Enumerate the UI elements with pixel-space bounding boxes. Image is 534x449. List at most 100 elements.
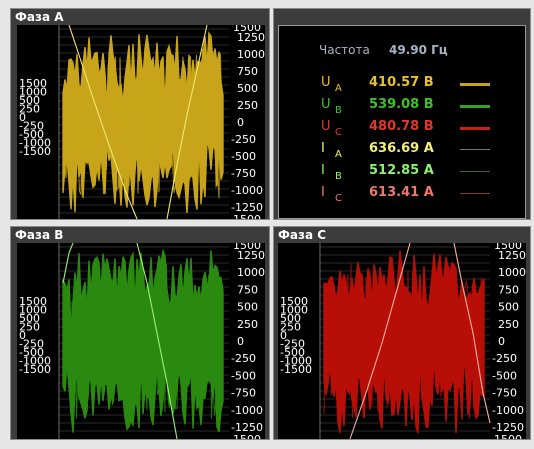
axis-tick-label: -750 xyxy=(231,387,256,400)
left-tick-label: -250 xyxy=(280,338,305,351)
axis-tick-label: 750 xyxy=(237,65,258,78)
left-tick-label: 1500 xyxy=(280,295,308,308)
axis-tick-label: -750 xyxy=(492,387,517,400)
phase-a-waveform: 1500125010007505002500-250-500-750-1000-… xyxy=(19,25,265,219)
axis-tick-label: 500 xyxy=(237,301,258,314)
phase-c-title: Фаза C xyxy=(278,228,327,242)
left-tick-label: 0 xyxy=(19,111,26,124)
measurement-symbol: U xyxy=(321,75,331,90)
legend-line xyxy=(460,83,490,86)
left-tick-label: 250 xyxy=(19,321,40,334)
phase-a-plot: 1500 1250 1000 750 500 250 0 -250 -500 -750 -1000-… xyxy=(17,25,265,219)
axis-tick-label: 250 xyxy=(237,99,258,112)
axis-tick-label: 1000 xyxy=(237,48,265,61)
phase-b-panel: Фаза B 1500 1250 1000 750 500 250 0 -250 -500 -75… xyxy=(10,226,270,440)
measurement-symbol: I xyxy=(321,141,325,156)
measurement-value: 512.85 A xyxy=(369,163,434,178)
measurement-symbol: I xyxy=(321,185,325,200)
left-tick-label: -250 xyxy=(19,120,44,133)
legend-line xyxy=(460,171,490,172)
phase-c-waveform: 1500125010007505002500-250-500-750-1000-… xyxy=(280,243,526,439)
axis-tick-label: 500 xyxy=(237,82,258,95)
axis-tick-label: 1500 xyxy=(494,433,522,439)
left-tick-label: 250 xyxy=(19,103,40,116)
measurement-phase: A xyxy=(335,83,342,94)
axis-tick-label: -250 xyxy=(492,352,517,365)
measurement-value: 613.41 A xyxy=(369,185,434,200)
window-bottom-edge xyxy=(0,440,534,449)
axis-tick-label: -250 xyxy=(231,133,256,146)
measurement-phase: A xyxy=(335,149,342,160)
axis-tick-label: -500 xyxy=(231,150,256,163)
axis-tick-label: 1500 xyxy=(233,433,261,439)
axis-tick-label: 1500 xyxy=(233,25,261,34)
measurement-phase: C xyxy=(335,127,342,138)
left-tick-label: -1500 xyxy=(19,145,51,158)
signal-trace xyxy=(323,263,484,419)
axis-tick-label: 750 xyxy=(237,283,258,296)
left-tick-label: 0 xyxy=(19,329,26,342)
phase-b-waveform: 1500125010007505002500-250-500-750-1000-… xyxy=(19,243,265,439)
axis-tick-label: 1250 xyxy=(498,249,526,262)
axis-tick-label: -1250 xyxy=(231,421,263,434)
left-tick-label: 500 xyxy=(280,312,301,325)
legend-line xyxy=(460,149,490,150)
axis-tick-label: 0 xyxy=(237,116,244,129)
axis-tick-label: 250 xyxy=(237,318,258,331)
left-tick-label: 0 xyxy=(280,329,287,342)
legend-line xyxy=(460,105,490,108)
axis-tick-label: -500 xyxy=(231,369,256,382)
legend-line xyxy=(460,193,490,194)
measurement-value: 539.08 В xyxy=(369,97,434,112)
frequency-value: 49.90 Гц xyxy=(389,43,448,57)
phase-b-title: Фаза B xyxy=(15,228,64,242)
measurement-row: I C 613.41 A xyxy=(279,185,527,207)
signal-trace xyxy=(62,263,223,419)
axis-tick-label: 1000 xyxy=(498,266,526,279)
axis-tick-label: -1000 xyxy=(492,404,524,417)
left-tick-label: -1500 xyxy=(19,363,51,376)
measurement-symbol: U xyxy=(321,97,331,112)
axis-tick-label: 250 xyxy=(498,318,519,331)
axis-tick-label: 1500 xyxy=(233,243,261,252)
axis-tick-label: 1250 xyxy=(237,249,265,262)
measurement-phase: B xyxy=(335,105,342,116)
axis-tick-label: -750 xyxy=(231,167,256,180)
axis-tick-label: 0 xyxy=(237,335,244,348)
measurement-row: U B 539.08 В xyxy=(279,97,527,119)
left-tick-label: 1000 xyxy=(280,304,308,317)
measurement-phase: C xyxy=(335,193,342,204)
left-tick-label: -500 xyxy=(280,346,305,359)
axis-tick-label: -500 xyxy=(492,369,517,382)
measurement-value: 636.69 A xyxy=(369,141,434,156)
axis-tick-label: -1250 xyxy=(231,201,263,214)
left-tick-label: -500 xyxy=(19,128,44,141)
left-tick-label: 500 xyxy=(19,312,40,325)
axis-tick-label: 1250 xyxy=(237,31,265,44)
legend-line xyxy=(460,127,490,130)
measurement-phase: B xyxy=(335,171,342,182)
frequency-label: Частота xyxy=(319,43,370,57)
phase-a-panel: Фаза A 1500 1250 1000 750 500 250 0 -250 -500 -75… xyxy=(10,8,270,220)
axis-tick-label: 1000 xyxy=(237,266,265,279)
axis-tick-label: -1000 xyxy=(231,184,263,197)
measurement-row: I A 636.69 A xyxy=(279,141,527,163)
left-tick-label: 1500 xyxy=(19,295,47,308)
phase-b-plot: 1500 1250 1000 750 500 250 0 -250 -500 -750 -1000-… xyxy=(17,243,265,439)
measurement-row: I B 512.85 A xyxy=(279,163,527,185)
left-tick-label: 1000 xyxy=(19,304,47,317)
measurement-row: U C 480.78 В xyxy=(279,119,527,141)
left-tick-label: -1000 xyxy=(19,137,51,150)
left-tick-label: 250 xyxy=(280,321,301,334)
measurement-value: 410.57 В xyxy=(369,75,434,90)
left-tick-label: -1000 xyxy=(280,355,312,368)
axis-tick-label: 0 xyxy=(498,335,505,348)
current-trace xyxy=(68,25,208,219)
measurement-row: U A 410.57 В xyxy=(279,75,527,97)
measurement-symbol: U xyxy=(321,119,331,134)
left-tick-label: 500 xyxy=(19,94,40,107)
axis-tick-label: 1500 xyxy=(494,243,522,252)
left-tick-label: -1500 xyxy=(280,363,312,376)
current-trace xyxy=(62,243,178,439)
